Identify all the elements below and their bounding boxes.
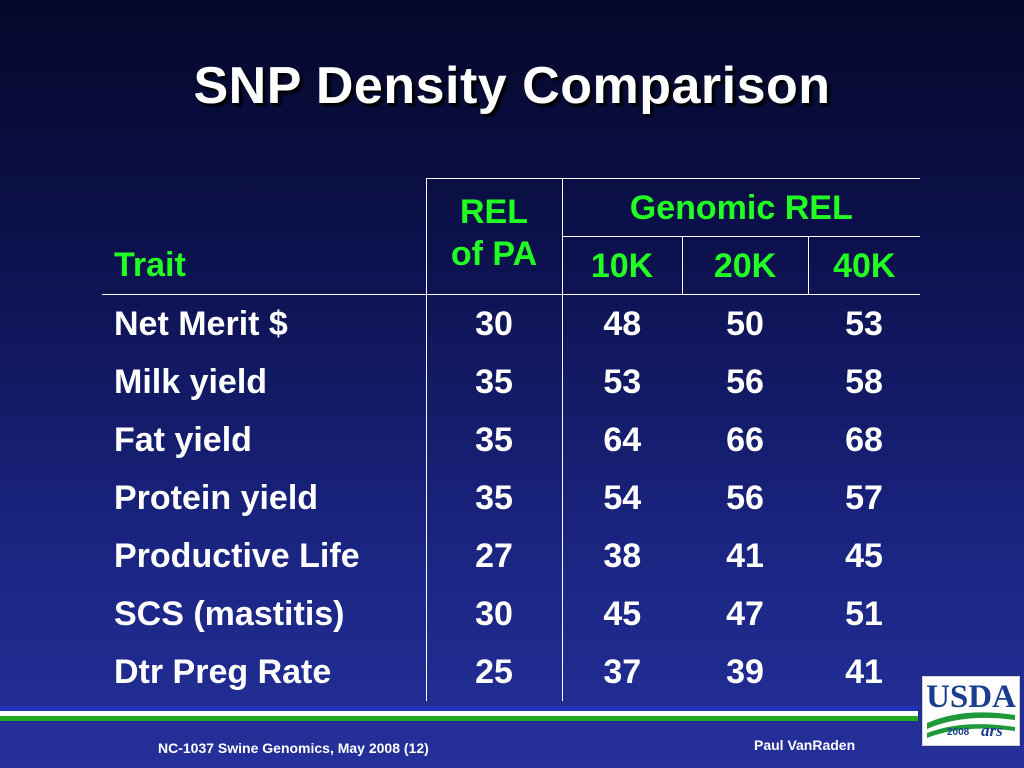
rel-pa-cell: 25 xyxy=(425,642,562,701)
table-row: Net Merit $ 30 48 50 53 xyxy=(102,294,920,353)
rel-40k-cell: 45 xyxy=(845,536,883,575)
comparison-table-wrapper: Trait REL of PA Genomic REL 10K 20K 40K … xyxy=(102,178,920,701)
rel-20k-cell: 39 xyxy=(726,652,764,691)
snp-density-table: Trait REL of PA Genomic REL 10K 20K 40K … xyxy=(102,178,920,701)
trait-column-header: Trait xyxy=(102,178,426,295)
stripe-green xyxy=(0,716,918,721)
rel-20k-cell: 66 xyxy=(726,420,764,459)
trait-cell: Protein yield xyxy=(114,478,319,517)
rel-pa-cell: 35 xyxy=(425,410,562,469)
usda-logo-swoosh-icon xyxy=(927,712,1015,738)
usda-logo-year: 2008 xyxy=(947,727,970,738)
table-row: Milk yield 35 53 56 58 xyxy=(102,352,920,411)
slide-title: SNP Density Comparison xyxy=(193,57,831,115)
genomic-rel-header: Genomic REL xyxy=(561,178,920,237)
rel-40k-cell: 68 xyxy=(845,420,883,459)
rel-10k-cell: 54 xyxy=(561,468,682,527)
rel-header-line2: of PA xyxy=(450,235,538,273)
rel-10k-cell: 64 xyxy=(561,410,682,469)
table-row: Productive Life 27 38 41 45 xyxy=(102,526,920,585)
footer-event-text: NC-1037 Swine Genomics, May 2008 (12) xyxy=(158,740,429,756)
trait-cell: Net Merit $ xyxy=(114,304,288,343)
stripe-blue xyxy=(0,706,918,711)
usda-logo-text: USDA xyxy=(926,679,1016,715)
rel-pa-cell: 30 xyxy=(425,584,562,643)
trait-cell: Dtr Preg Rate xyxy=(114,652,332,691)
rel-pa-cell: 27 xyxy=(425,526,562,585)
footer-stripes xyxy=(0,706,918,721)
subheader-40k: 40K xyxy=(807,236,920,295)
trait-cell: Productive Life xyxy=(114,536,360,575)
rel-pa-cell: 35 xyxy=(425,352,562,411)
rel-10k-cell: 53 xyxy=(561,352,682,411)
rel-pa-cell: 30 xyxy=(425,294,562,353)
rel-20k-cell: 41 xyxy=(726,536,764,575)
rel-20k-cell: 56 xyxy=(726,478,764,517)
rel-10k-cell: 38 xyxy=(561,526,682,585)
ars-logo-mark: ars xyxy=(981,721,1003,740)
table-row: Dtr Preg Rate 25 37 39 41 xyxy=(102,642,920,701)
rel-pa-cell: 35 xyxy=(425,468,562,527)
subheader-20k: 20K xyxy=(681,236,808,295)
subheader-10k: 10K xyxy=(561,236,682,295)
table-row: SCS (mastitis) 30 45 47 51 xyxy=(102,584,920,643)
footer-author-text: Paul VanRaden xyxy=(754,737,856,753)
table-row: Protein yield 35 54 56 57 xyxy=(102,468,920,527)
stripe-white xyxy=(0,711,918,716)
trait-cell: Milk yield xyxy=(114,362,268,401)
rel-40k-cell: 53 xyxy=(845,304,883,343)
rel-40k-cell: 41 xyxy=(845,652,883,691)
rel-20k-cell: 50 xyxy=(726,304,764,343)
trait-cell: SCS (mastitis) xyxy=(114,594,345,633)
table-row: Fat yield 35 64 66 68 xyxy=(102,410,920,469)
rel-10k-cell: 37 xyxy=(561,642,682,701)
rel-10k-cell: 45 xyxy=(561,584,682,643)
rel-10k-cell: 48 xyxy=(561,294,682,353)
rel-40k-cell: 58 xyxy=(845,362,883,401)
rel-40k-cell: 51 xyxy=(845,594,883,633)
rel-20k-cell: 56 xyxy=(726,362,764,401)
rel-40k-cell: 57 xyxy=(845,478,883,517)
rel-20k-cell: 47 xyxy=(726,594,764,633)
trait-cell: Fat yield xyxy=(114,420,252,459)
usda-logo: USDA 2008 ars xyxy=(922,676,1020,746)
rel-of-pa-header: REL of PA xyxy=(425,178,562,295)
rel-header-line1: REL xyxy=(460,193,528,231)
